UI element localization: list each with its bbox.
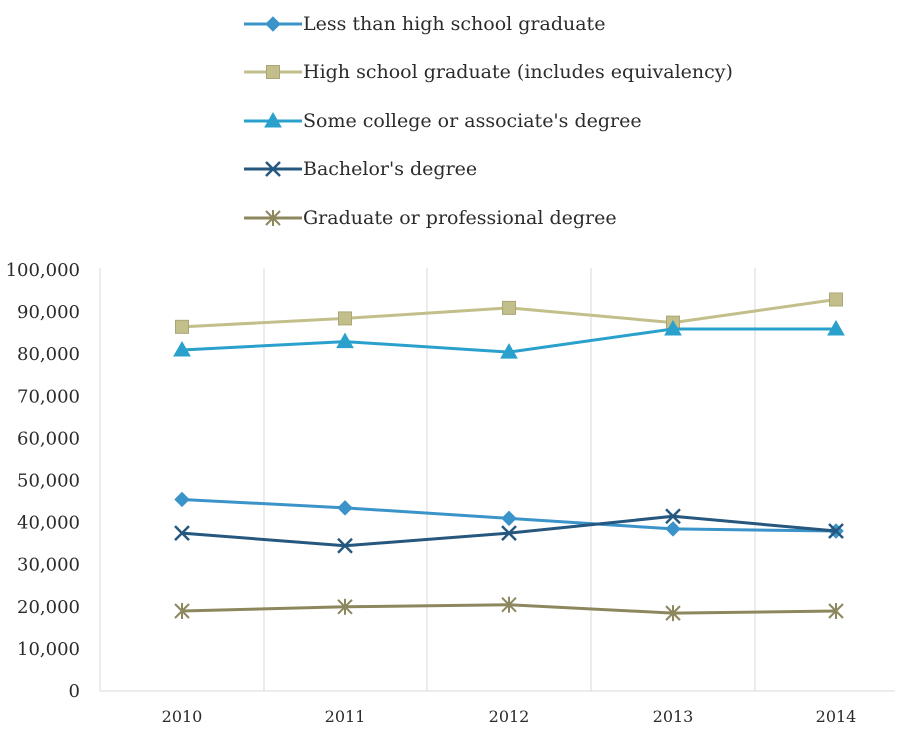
- y-tick-label: 10,000: [17, 639, 80, 660]
- y-tick-label: 30,000: [17, 555, 80, 576]
- data-point: [175, 319, 189, 334]
- series-0: [174, 491, 844, 539]
- data-point: [501, 510, 517, 527]
- series-2: [173, 319, 845, 359]
- data-point: [501, 596, 517, 613]
- data-point: [828, 523, 844, 539]
- data-point: [337, 598, 353, 615]
- data-point: [664, 319, 682, 336]
- grid: [99, 268, 895, 692]
- legend-marker: [265, 161, 281, 177]
- series-group: [173, 292, 845, 622]
- series-1: [175, 292, 843, 334]
- x-tick-label: 2010: [162, 707, 203, 726]
- data-point: [338, 311, 352, 326]
- series-4: [174, 596, 844, 622]
- x-tick-label: 2014: [816, 707, 857, 726]
- legend-label: Bachelor's degree: [303, 158, 477, 180]
- y-axis: 0 10,000 20,000 30,000 40,000 50,000 60,000 70,…: [6, 260, 80, 702]
- y-tick-label: 70,000: [17, 386, 80, 407]
- y-tick-label: 100,000: [6, 260, 80, 281]
- data-point: [665, 521, 681, 537]
- data-point: [829, 292, 843, 307]
- data-point: [174, 525, 190, 542]
- y-tick-label: 90,000: [17, 302, 80, 323]
- y-tick-label: 20,000: [17, 597, 80, 618]
- data-point: [828, 603, 844, 620]
- data-point: [337, 500, 353, 516]
- legend-label: Graduate or professional degree: [303, 207, 617, 229]
- legend-item: High school graduate (includes equivalen…: [244, 61, 733, 83]
- y-tick-label: 0: [69, 681, 80, 702]
- data-point: [174, 603, 190, 620]
- legend-marker: [265, 210, 281, 226]
- y-tick-label: 50,000: [17, 471, 80, 492]
- x-tick-label: 2012: [489, 707, 530, 726]
- data-point: [502, 300, 516, 315]
- y-tick-label: 80,000: [17, 344, 80, 365]
- legend-label: Less than high school graduate: [303, 13, 605, 35]
- series-3: [174, 508, 844, 554]
- data-point: [173, 340, 191, 357]
- legend-item: Less than high school graduate: [244, 13, 605, 35]
- data-point: [665, 605, 681, 622]
- legend-item: Graduate or professional degree: [244, 207, 617, 229]
- data-point: [174, 491, 190, 508]
- legend-marker: [266, 65, 280, 79]
- y-tick-label: 60,000: [17, 428, 80, 449]
- legend-marker: [264, 111, 282, 128]
- y-tick-label: 40,000: [17, 513, 80, 534]
- legend-label: High school graduate (includes equivalen…: [303, 61, 733, 83]
- x-tick-label: 2011: [325, 707, 366, 726]
- data-point: [500, 343, 518, 359]
- data-point: [336, 332, 354, 349]
- legend-marker: [265, 16, 281, 32]
- x-tick-label: 2013: [653, 707, 694, 726]
- data-point: [827, 319, 845, 336]
- legend: Less than high school graduate High schoo…: [244, 13, 733, 229]
- legend-item: Bachelor's degree: [244, 158, 477, 180]
- data-point: [665, 508, 681, 525]
- legend-label: Some college or associate's degree: [303, 110, 642, 132]
- data-point: [337, 537, 353, 554]
- x-axis: 2010 2011 2012 2013 2014: [162, 707, 857, 726]
- data-point: [501, 525, 517, 542]
- legend-item: Some college or associate's degree: [244, 110, 642, 132]
